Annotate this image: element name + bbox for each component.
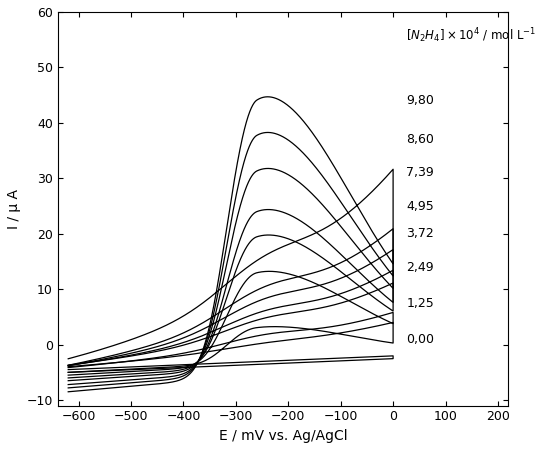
Text: 2,49: 2,49 [406, 261, 434, 274]
Text: 0,00: 0,00 [406, 333, 434, 346]
X-axis label: E / mV vs. Ag/AgCl: E / mV vs. Ag/AgCl [219, 429, 348, 443]
Y-axis label: I / μ A: I / μ A [7, 189, 21, 229]
Text: 3,72: 3,72 [406, 227, 434, 240]
Text: 4,95: 4,95 [406, 199, 434, 212]
Text: 8,60: 8,60 [406, 133, 434, 146]
Text: 7,39: 7,39 [406, 166, 434, 179]
Text: 1,25: 1,25 [406, 297, 434, 310]
Text: 9,80: 9,80 [406, 94, 434, 107]
Text: $[N_2H_4] \times 10^4$ / mol L$^{-1}$: $[N_2H_4] \times 10^4$ / mol L$^{-1}$ [406, 26, 536, 45]
